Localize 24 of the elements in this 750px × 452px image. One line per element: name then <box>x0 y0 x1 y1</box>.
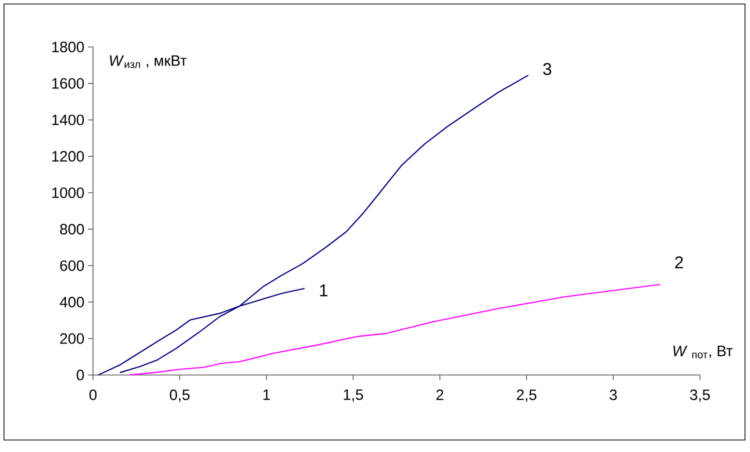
y-tick-label: 1000 <box>52 187 84 198</box>
x-tick-label: 0 <box>89 390 97 400</box>
y-tick-label: 200 <box>60 333 84 344</box>
x-tick-label: 3,5 <box>690 390 710 402</box>
x-tick-label: 0,5 <box>170 390 190 402</box>
x-axis-title: W $_{пот}$, Вт <box>673 346 733 358</box>
line-series <box>128 284 661 376</box>
y-axis-title: W$_{изл}$ , мкВт <box>110 55 187 68</box>
y-tick-label: 1800 <box>52 42 84 52</box>
x-tick-label: 2 <box>436 390 444 400</box>
series-label: 2 <box>675 256 683 268</box>
x-tick-label: 1,5 <box>344 390 363 402</box>
series-label: 3 <box>543 62 552 76</box>
y-tick-label: 1200 <box>52 151 84 162</box>
series-label: 1 <box>320 284 328 296</box>
x-tick-label: 2,5 <box>516 390 536 402</box>
y-tick-label: 600 <box>60 260 84 271</box>
y-tick-label: 1400 <box>52 114 84 126</box>
x-tick-label: 3 <box>610 390 617 400</box>
y-tick-label: 0 <box>76 370 84 380</box>
y-tick-label: 800 <box>60 224 84 235</box>
y-tick-label: 400 <box>60 296 84 308</box>
y-tick-label: 1600 <box>52 78 84 89</box>
x-tick-label: 1 <box>263 390 270 400</box>
